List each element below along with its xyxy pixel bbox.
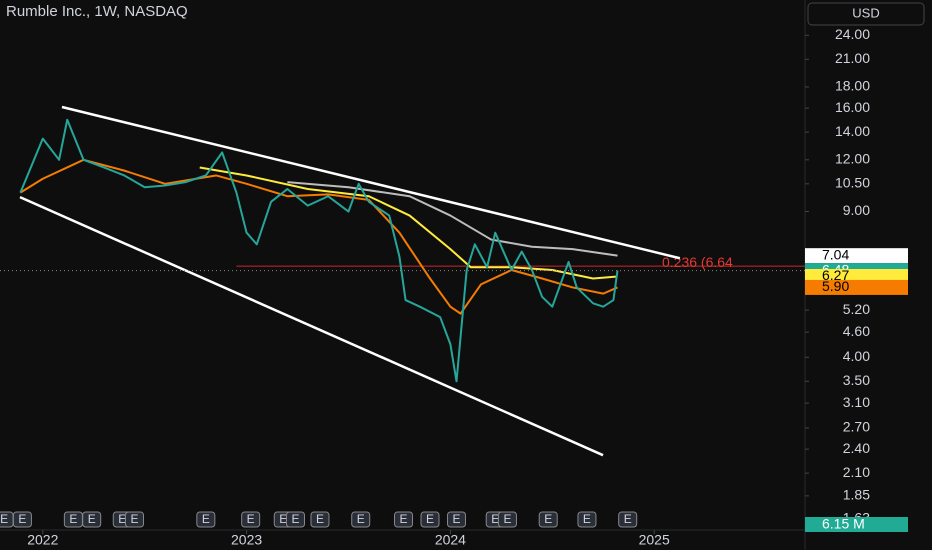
earnings-label: E <box>202 512 210 526</box>
earnings-label: E <box>130 512 138 526</box>
y-tick-label: 4.00 <box>843 348 870 364</box>
trendline <box>61 105 681 260</box>
x-tick-label: 2022 <box>27 532 58 548</box>
y-tick-label: 14.00 <box>835 123 870 139</box>
earnings-label: E <box>69 512 77 526</box>
y-tick-label: 4.60 <box>843 323 870 339</box>
earnings-label: E <box>0 512 8 526</box>
earnings-marker <box>310 511 330 528</box>
earnings-marker <box>618 511 638 528</box>
earnings-marker <box>196 511 216 528</box>
earnings-label: E <box>291 512 299 526</box>
earnings-marker <box>241 511 261 528</box>
earnings-marker <box>420 511 440 528</box>
y-tick-label: 9.00 <box>843 202 870 218</box>
y-tick-label: 5.20 <box>843 301 870 317</box>
earnings-label: E <box>544 512 552 526</box>
earnings-marker <box>12 511 32 528</box>
x-tick-label: 2024 <box>435 532 466 548</box>
y-tick-label: 2.70 <box>843 419 870 435</box>
x-tick-label: 2023 <box>231 532 262 548</box>
earnings-label: E <box>624 512 632 526</box>
y-tick-label: 21.00 <box>835 50 870 66</box>
y-tick-label: 2.10 <box>843 464 870 480</box>
earnings-label: E <box>279 512 287 526</box>
x-tick-label: 2025 <box>639 532 670 548</box>
y-tick-label: 24.00 <box>835 26 870 42</box>
y-tick-label: 3.50 <box>843 372 870 388</box>
series-line <box>19 158 618 315</box>
earnings-label: E <box>426 512 434 526</box>
price-tag-label: 6.27 <box>822 267 849 283</box>
earnings-label: E <box>357 512 365 526</box>
currency-button[interactable] <box>807 2 925 26</box>
earnings-marker <box>497 511 517 528</box>
earnings-label: E <box>452 512 460 526</box>
y-tick-label: 1.85 <box>843 487 870 503</box>
earnings-label: E <box>247 512 255 526</box>
earnings-label: E <box>491 512 499 526</box>
earnings-marker <box>577 511 597 528</box>
price-tag <box>805 279 908 295</box>
price-tag <box>805 248 908 264</box>
price-tag-label: 5.90 <box>822 278 849 294</box>
earnings-label: E <box>118 512 126 526</box>
earnings-marker <box>82 511 102 528</box>
earnings-label: E <box>316 512 324 526</box>
chart-title: Rumble Inc., 1W, NASDAQ <box>6 3 188 20</box>
earnings-label: E <box>503 512 511 526</box>
price-tag-label: 7.04 <box>822 246 849 262</box>
trendline <box>19 196 604 457</box>
series-line <box>287 181 618 257</box>
y-tick-label: 12.00 <box>835 151 870 167</box>
earnings-label: E <box>400 512 408 526</box>
currency[interactable]: USD <box>852 5 879 20</box>
earnings-label: E <box>88 512 96 526</box>
earnings-label: E <box>583 512 591 526</box>
y-tick-label: 10.50 <box>835 175 870 191</box>
earnings-marker <box>447 511 467 528</box>
volume-tag <box>805 517 908 532</box>
volume-label: 6.15 M <box>822 516 865 532</box>
earnings-marker <box>394 511 414 528</box>
series-line <box>199 166 618 280</box>
y-tick-label: 18.00 <box>835 78 870 94</box>
earnings-marker <box>286 511 306 528</box>
series-line <box>19 118 619 383</box>
earnings-marker <box>538 511 558 528</box>
earnings-label: E <box>18 512 26 526</box>
earnings-marker <box>351 511 371 528</box>
y-tick-label: 16.00 <box>835 99 870 115</box>
earnings-marker <box>125 511 145 528</box>
y-tick-label: 2.40 <box>843 440 870 456</box>
y-tick-label: 3.10 <box>843 394 870 410</box>
